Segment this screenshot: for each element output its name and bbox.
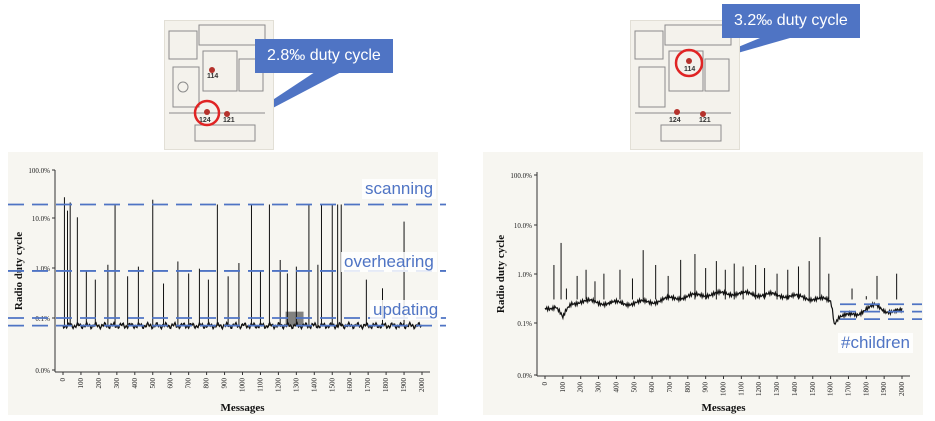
- x-tick-label: 1500: [328, 378, 336, 393]
- x-tick-label: 700: [185, 378, 193, 389]
- annotation-overhearing: overhearing: [341, 252, 437, 272]
- x-tick-label: 500: [630, 382, 638, 393]
- y-tick-label: 10.0%: [514, 222, 532, 230]
- x-tick-label: 800: [684, 382, 692, 393]
- y-tick-label: 0.1%: [35, 315, 50, 323]
- series-baseline: [544, 288, 903, 326]
- sensor-node-dot-124: [674, 109, 680, 115]
- room-outline: [238, 58, 264, 92]
- annotation-scanning: scanning: [362, 179, 437, 199]
- node-label-114: 114: [684, 66, 695, 73]
- node-label-121: 121: [223, 117, 235, 124]
- x-tick-label: 1900: [400, 378, 408, 393]
- x-tick-label: 1800: [382, 378, 390, 393]
- x-tick-label: 1600: [827, 382, 835, 397]
- stair-icon: [177, 81, 189, 93]
- x-tick-label: 1500: [809, 382, 817, 397]
- x-tick-label: 2000: [418, 378, 426, 393]
- floorplan-right-drawing: 114 124 121: [634, 24, 732, 142]
- x-tick-label: 0: [59, 378, 67, 382]
- y-tick-label: 1.0%: [35, 265, 50, 273]
- duty-cycle-callout-left: 2.8‰ duty cycle: [255, 39, 393, 73]
- x-axis-label: Messages: [221, 402, 266, 414]
- room-outline: [634, 30, 664, 60]
- y-axis-label: Radio duty cycle: [495, 235, 507, 313]
- x-tick-label: 1100: [737, 382, 745, 396]
- x-tick-label: 1200: [274, 378, 282, 393]
- x-tick-label: 1200: [755, 382, 763, 397]
- x-tick-label: 500: [149, 378, 157, 389]
- x-tick-label: 1400: [310, 378, 318, 393]
- room-outline: [660, 124, 722, 142]
- highlight-circle: [193, 99, 221, 127]
- room-outline: [168, 30, 198, 60]
- y-tick-label: 0.0%: [35, 367, 50, 375]
- node-label-121: 121: [699, 117, 711, 124]
- x-tick-label: 1000: [239, 378, 247, 393]
- x-axis-label: Messages: [702, 402, 747, 414]
- x-tick-label: 1000: [720, 382, 728, 397]
- x-tick-label: 1700: [364, 378, 372, 393]
- x-tick-label: 900: [221, 378, 229, 389]
- chart-panel-background: [483, 152, 923, 415]
- x-tick-label: 1400: [791, 382, 799, 397]
- x-tick-label: 1900: [880, 382, 888, 397]
- x-tick-label: 600: [167, 378, 175, 389]
- room-outline: [704, 58, 730, 92]
- room-outline: [198, 24, 266, 46]
- x-tick-label: 200: [577, 382, 585, 393]
- sensor-node-dot-121: [700, 111, 706, 117]
- floorplan-left-drawing: 114 124 121: [168, 24, 266, 142]
- room-outline: [202, 50, 238, 92]
- x-tick-label: 400: [131, 378, 139, 389]
- x-tick-label: 100: [77, 378, 85, 389]
- x-tick-label: 1300: [292, 378, 300, 393]
- series-baseline: [62, 320, 423, 331]
- node-label-124: 124: [199, 117, 211, 124]
- x-tick-label: 1700: [844, 382, 852, 397]
- x-tick-label: 1600: [346, 378, 354, 393]
- room-outline: [638, 66, 666, 108]
- y-tick-label: 100.0%: [510, 172, 532, 180]
- x-tick-label: 1800: [862, 382, 870, 397]
- duty-cycle-series: [544, 237, 903, 326]
- highlight-circle: [674, 48, 704, 78]
- x-tick-label: 900: [702, 382, 710, 393]
- duty-cycle-callout-right: 3.2‰ duty cycle: [722, 4, 860, 38]
- x-tick-label: 300: [595, 382, 603, 393]
- node-label-114: 114: [207, 73, 218, 80]
- room-outline: [172, 66, 200, 108]
- y-tick-label: 1.0%: [517, 271, 532, 279]
- x-tick-label: 100: [559, 382, 567, 393]
- sensor-node-dot-114: [209, 67, 215, 73]
- sensor-node-dot-114: [686, 58, 692, 64]
- x-tick-label: 400: [612, 382, 620, 393]
- x-tick-label: 800: [203, 378, 211, 389]
- node-label-124: 124: [669, 117, 681, 124]
- y-tick-label: 10.0%: [32, 215, 50, 223]
- x-tick-label: 300: [113, 378, 121, 389]
- y-tick-label: 100.0%: [28, 167, 50, 175]
- annotation-children: #children: [838, 333, 913, 353]
- sensor-node-dot-124: [204, 109, 210, 115]
- x-tick-label: 700: [666, 382, 674, 393]
- annotation-updating: updating: [370, 300, 442, 320]
- x-tick-label: 0: [541, 382, 549, 386]
- series-noise-band: [285, 311, 304, 326]
- x-tick-label: 2000: [898, 382, 906, 397]
- x-tick-label: 1300: [773, 382, 781, 397]
- room-outline: [194, 124, 256, 142]
- y-tick-label: 0.1%: [517, 320, 532, 328]
- sensor-node-dot-121: [224, 111, 230, 117]
- x-tick-label: 200: [95, 378, 103, 389]
- x-tick-label: 1100: [256, 378, 264, 392]
- floorplan-right: 114 124 121: [630, 20, 740, 150]
- x-tick-label: 600: [648, 382, 656, 393]
- y-tick-label: 0.0%: [517, 372, 532, 380]
